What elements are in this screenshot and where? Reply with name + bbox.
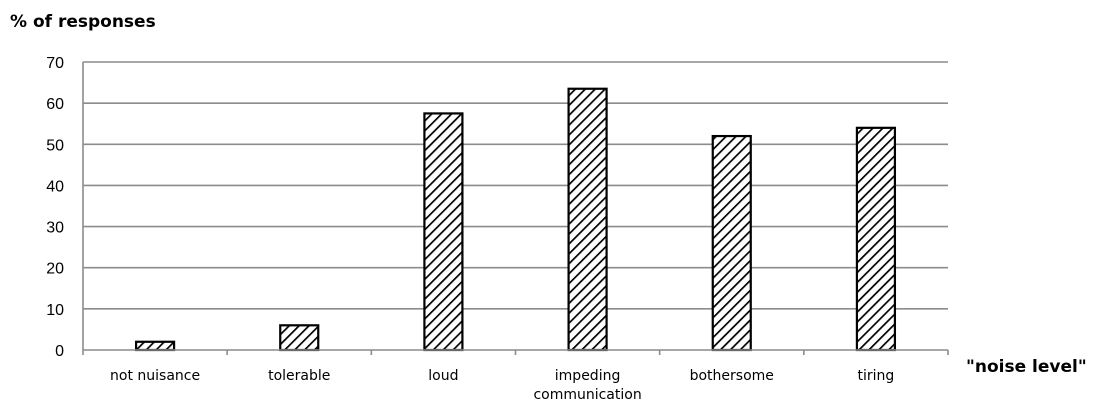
x-axis <box>82 349 949 355</box>
x-tick-label: loud <box>428 368 458 384</box>
bar-not-nuisance <box>134 340 176 352</box>
y-axis-label: % of responses <box>10 12 156 32</box>
y-tick-label: 50 <box>46 137 64 154</box>
x-tick-label: tiring <box>858 368 895 384</box>
bar-loud <box>423 112 464 352</box>
x-tick-label: tolerable <box>268 368 330 384</box>
y-tick-label: 0 <box>55 343 64 360</box>
bar-impeding-communication <box>567 87 608 352</box>
x-tick-label: impeding communication <box>533 368 641 400</box>
y-tick-label: 40 <box>46 178 64 195</box>
x-axis-label: "noise level" <box>966 357 1087 377</box>
x-axis-ticks: not nuisance tolerable loud impeding communi… <box>110 368 894 400</box>
x-tick-label: bothersome <box>690 368 774 384</box>
y-tick-label: 30 <box>46 220 64 237</box>
bars <box>134 87 897 352</box>
bar-tiring <box>855 126 897 352</box>
y-tick-label: 20 <box>46 261 64 278</box>
gridlines <box>82 61 948 350</box>
bar-tolerable <box>279 324 320 352</box>
y-tick-label: 10 <box>46 302 64 319</box>
y-tick-label: 60 <box>46 96 64 113</box>
x-tick-label: not nuisance <box>110 368 200 384</box>
y-axis-ticks: 0 10 20 30 40 50 60 70 <box>46 55 64 360</box>
y-tick-label: 70 <box>46 55 64 72</box>
bar-bothersome <box>711 134 752 352</box>
